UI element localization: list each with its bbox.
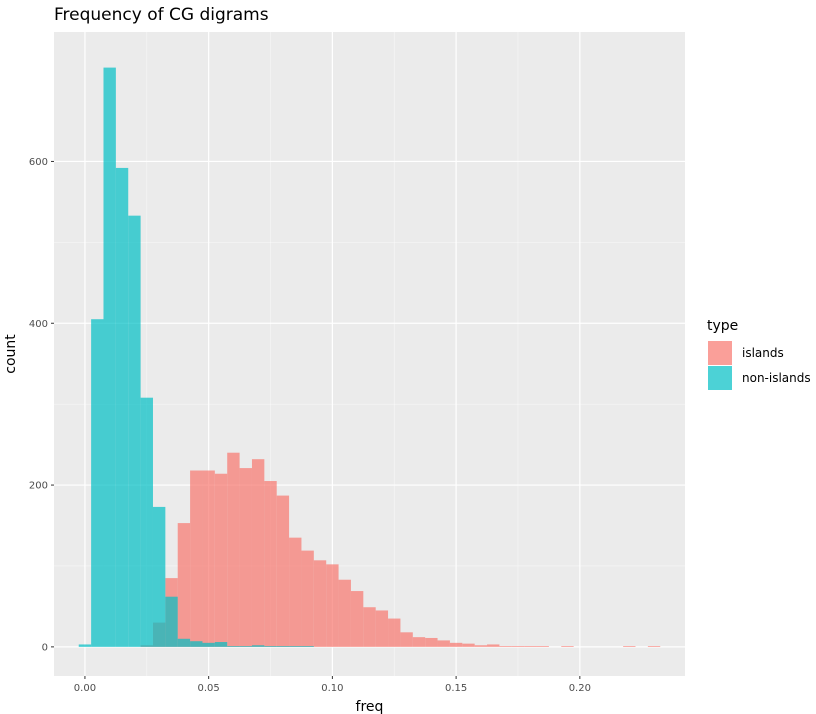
bar-non-islands (115, 167, 129, 647)
bar-non-islands (190, 641, 203, 647)
bar-non-islands (128, 215, 141, 647)
bar-islands (301, 550, 314, 647)
bar-non-islands (251, 645, 265, 647)
bar-non-islands (239, 646, 252, 647)
bar-islands (350, 591, 364, 647)
bar-islands (239, 468, 252, 647)
bar-non-islands (276, 646, 290, 647)
bar-islands (623, 646, 636, 647)
bar-islands (214, 473, 228, 647)
bar-islands (264, 481, 277, 647)
bar-non-islands (78, 644, 92, 647)
grid-lines (54, 32, 685, 676)
bar-islands (647, 646, 661, 647)
x-tick-label: 0.15 (445, 683, 467, 694)
bar-non-islands (214, 642, 228, 647)
x-axis-title: freq (356, 699, 384, 714)
bar-islands (388, 618, 401, 647)
bar-non-islands (264, 646, 277, 647)
y-tick-label: 0 (42, 642, 48, 653)
bar-islands (289, 537, 302, 647)
bar-islands (202, 470, 215, 647)
bar-islands (227, 452, 240, 647)
legend-key-islands (708, 341, 732, 365)
chart-title: Frequency of CG digrams (54, 5, 269, 25)
bar-islands (276, 495, 290, 647)
bar-islands (177, 523, 191, 647)
bar-islands (487, 644, 500, 647)
bar-islands (536, 646, 549, 647)
legend-label-non-islands: non-islands (742, 371, 811, 385)
bar-non-islands (103, 67, 116, 647)
bar-non-islands (152, 506, 166, 647)
bar-non-islands (140, 397, 153, 647)
x-tick-label: 0.20 (569, 683, 591, 694)
bar-non-islands (165, 596, 178, 647)
bar-non-islands (227, 646, 240, 647)
bar-islands (474, 645, 488, 647)
bar-islands (449, 642, 463, 647)
bar-non-islands (301, 646, 314, 647)
series-islands (140, 452, 661, 647)
bar-islands (499, 646, 512, 647)
bar-non-islands (289, 646, 302, 647)
x-axis: 0.00 0.05 0.10 0.15 0.20 (74, 676, 591, 694)
bar-non-islands (91, 319, 104, 647)
bar-islands (437, 640, 450, 647)
y-axis-title: count (3, 334, 19, 374)
y-tick-label: 400 (29, 319, 48, 330)
bar-islands (375, 610, 389, 647)
y-tick-label: 600 (29, 157, 48, 168)
legend: type islands non-islands (707, 318, 811, 390)
legend-key-non-islands (708, 366, 732, 390)
bar-islands (400, 632, 413, 647)
y-tick-label: 200 (29, 481, 48, 492)
bar-islands (561, 646, 574, 647)
bar-islands (190, 470, 203, 647)
series-non-islands (78, 67, 314, 647)
x-tick-label: 0.10 (321, 683, 343, 694)
legend-label-islands: islands (742, 346, 784, 360)
bar-islands (462, 643, 475, 647)
y-axis: 0 200 400 600 (29, 157, 54, 653)
bar-non-islands (177, 638, 191, 647)
bar-islands (425, 637, 438, 647)
bar-islands (511, 646, 525, 647)
bar-islands (338, 579, 351, 647)
x-tick-label: 0.05 (198, 683, 220, 694)
bar-islands (524, 646, 537, 647)
bar-islands (251, 459, 265, 647)
bar-non-islands (202, 642, 215, 647)
bar-islands (412, 637, 426, 647)
x-tick-label: 0.00 (74, 683, 96, 694)
bar-islands (313, 560, 327, 647)
legend-title: type (707, 318, 738, 334)
bar-islands (326, 564, 339, 647)
bar-islands (363, 607, 376, 647)
